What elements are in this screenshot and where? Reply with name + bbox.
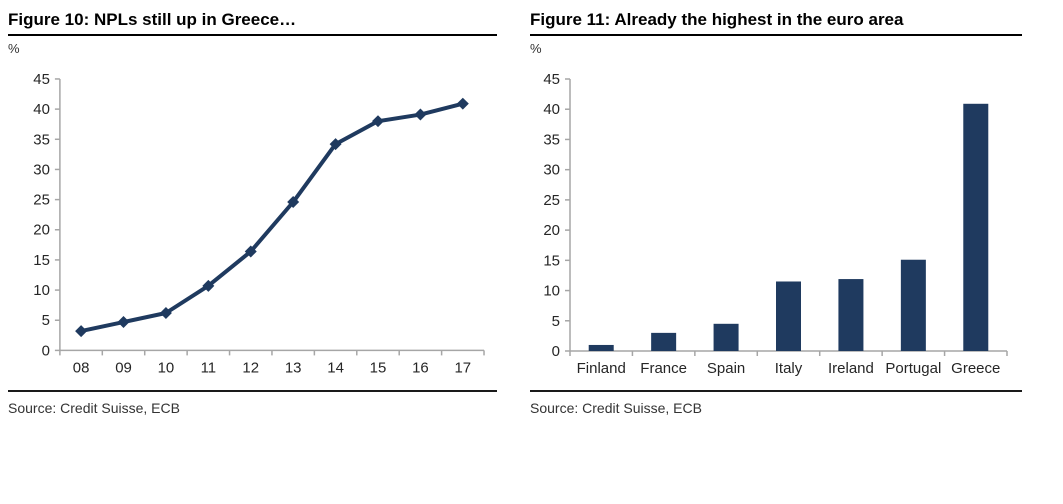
data-point-diamond-marker — [244, 245, 257, 258]
y-axis-tick-label: 20 — [543, 222, 560, 239]
y-axis-tick-label: 40 — [543, 101, 560, 118]
figure-10-panel: Figure 10: NPLs still up in Greece… % 0 5… — [8, 10, 497, 416]
bar — [963, 103, 989, 351]
y-axis-tick-label: 0 — [552, 343, 560, 360]
y-axis-tick-label: 45 — [543, 71, 560, 88]
figure-10-title: Figure 10: NPLs still up in Greece… — [8, 10, 497, 36]
y-axis-tick-label: 5 — [42, 312, 50, 329]
npl-country-bar-chart: 0 5 10 15 20 25 30 35 40 45 Finland France Spain Ital… — [543, 71, 1008, 377]
x-axis-category-label: Portugal — [885, 360, 941, 377]
figure-11-source: Source: Credit Suisse, ECB — [530, 390, 1022, 416]
x-axis-category-label: 11 — [201, 359, 217, 376]
x-axis-category-label: 08 — [73, 359, 90, 376]
figure-11-panel: Figure 11: Already the highest in the eu… — [530, 10, 1022, 416]
y-axis-tick-label: 25 — [33, 192, 50, 209]
y-axis-tick-label: 20 — [33, 222, 50, 239]
y-axis-tick-label: 15 — [543, 252, 560, 269]
data-point-diamond-marker — [159, 307, 172, 319]
data-point-diamond-marker — [75, 325, 88, 338]
x-axis-category-label: 09 — [115, 359, 132, 376]
y-axis-tick-label: 40 — [33, 101, 50, 118]
y-axis-tick-label: 35 — [33, 131, 50, 148]
data-point-diamond-marker — [414, 108, 427, 121]
figure-11-title: Figure 11: Already the highest in the eu… — [530, 10, 1022, 36]
y-axis-tick-label: 30 — [543, 162, 560, 179]
y-axis-tick-label: 10 — [543, 283, 560, 300]
data-point-diamond-marker — [329, 138, 342, 151]
x-axis-category-label: Spain — [707, 360, 745, 377]
x-axis-category-label: 16 — [412, 359, 429, 376]
x-axis-category-label: Ireland — [828, 360, 874, 377]
data-point-diamond-marker — [456, 97, 469, 110]
npl-trend-line-chart: 0 5 10 15 20 25 30 35 40 45 08 09 10 11 12 13 14 15 16 17 — [33, 71, 485, 376]
x-axis-category-label: Italy — [775, 360, 803, 377]
y-axis-tick-label: 30 — [33, 161, 50, 178]
y-axis-tick-label: 10 — [33, 282, 50, 299]
bar — [776, 281, 801, 351]
x-axis-category-label: 17 — [454, 359, 471, 376]
figure-10-unit-label: % — [8, 41, 20, 56]
npl-series-line — [79, 101, 465, 334]
y-axis-tick-label: 45 — [33, 71, 50, 88]
figure-11-unit-label: % — [530, 41, 542, 56]
y-axis-tick-label: 35 — [543, 131, 560, 148]
x-axis-category-label: 12 — [242, 359, 259, 376]
bar — [900, 259, 926, 351]
data-point-diamond-marker — [372, 115, 384, 128]
x-axis-category-label: Greece — [951, 360, 1000, 377]
x-axis-category-label: 14 — [327, 359, 344, 376]
x-axis-category-label: Finland — [577, 360, 626, 377]
y-axis-tick-label: 5 — [552, 313, 560, 330]
x-axis-category-label: France — [640, 360, 687, 377]
x-axis-category-label: 13 — [285, 359, 302, 376]
y-axis-tick-label: 15 — [33, 252, 50, 269]
bar — [838, 279, 864, 351]
bar — [588, 344, 614, 351]
x-axis-category-label: 10 — [158, 359, 175, 376]
data-point-diamond-marker — [287, 196, 300, 208]
y-axis-tick-label: 0 — [42, 342, 50, 359]
figure-10-source: Source: Credit Suisse, ECB — [8, 390, 497, 416]
x-axis-category-label: 15 — [370, 359, 387, 376]
bar — [713, 323, 739, 351]
data-point-diamond-marker — [117, 316, 130, 329]
y-axis-tick-label: 25 — [543, 192, 560, 209]
bar — [651, 332, 677, 351]
